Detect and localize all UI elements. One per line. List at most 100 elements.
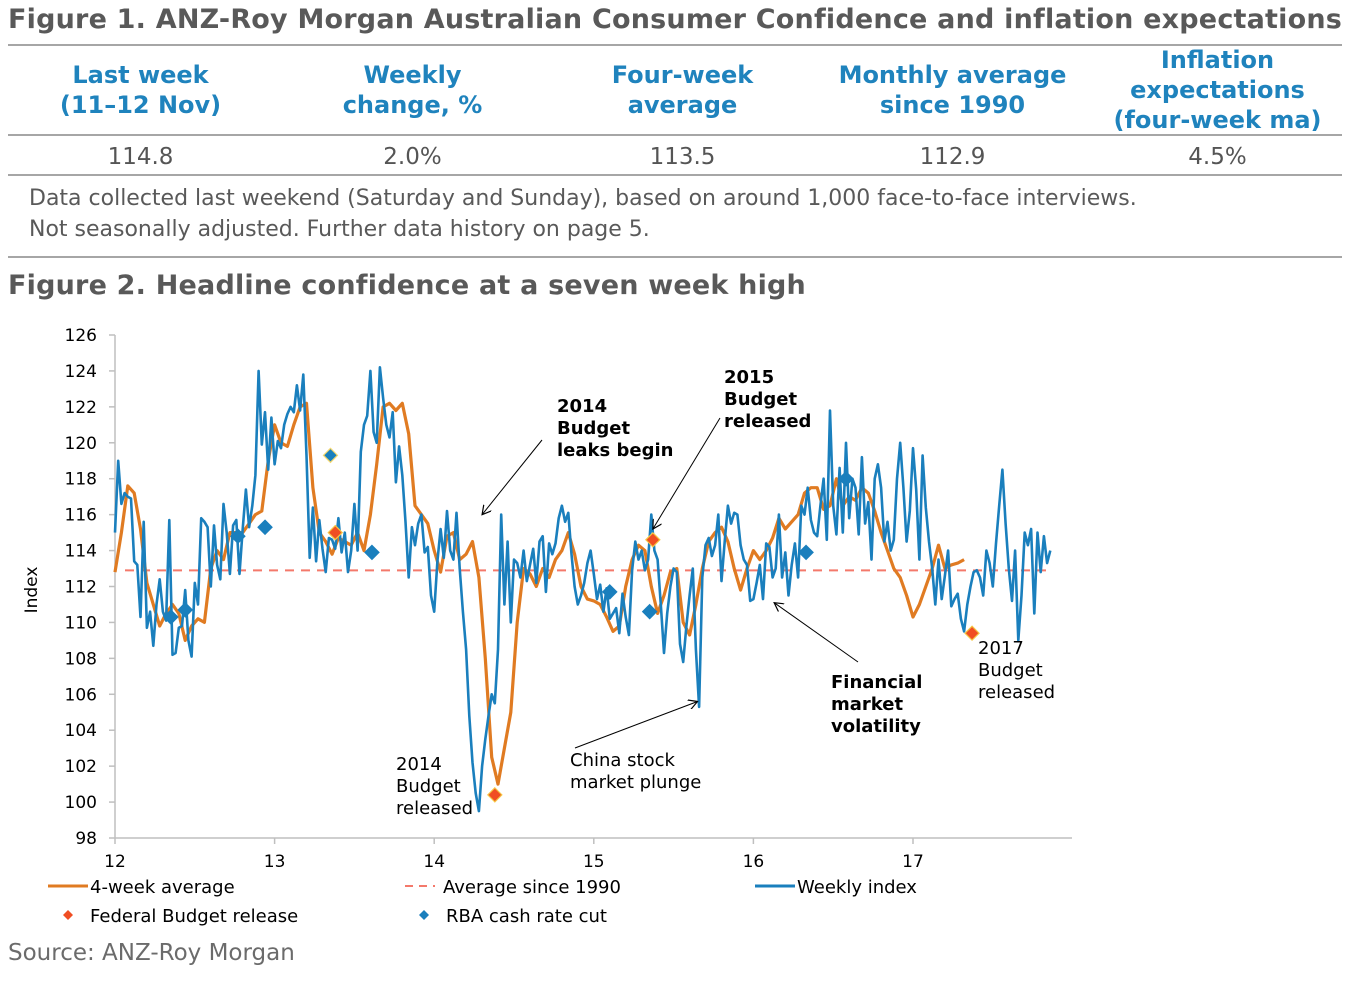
legend-label: Federal Budget release: [90, 906, 298, 927]
chart-series: [113, 365, 1052, 813]
annotation-text: released: [978, 682, 1055, 703]
x-tick-label: 12: [104, 852, 126, 872]
legend-label: Average since 1990: [443, 877, 621, 898]
table-header-1: Last week (11–12 Nov): [8, 46, 273, 134]
annotation-text: Financial: [831, 672, 922, 693]
x-tick-label: 15: [583, 852, 605, 872]
x-tick-label: 13: [264, 852, 286, 872]
table-top-rule: [8, 44, 1342, 46]
table-note-1: Data collected last weekend (Saturday an…: [29, 186, 1137, 211]
table-header-line: change, %: [342, 91, 483, 119]
chart-axes: 98 100 102 104 106 108 110 112 114 116 118 120 122 12…: [22, 326, 1072, 872]
annotation-text: China stock: [570, 750, 675, 771]
federal-budget-marker: [327, 524, 344, 541]
annotation-text: market plunge: [570, 772, 701, 793]
legend-item-4: Federal Budget release: [63, 906, 298, 927]
annotation-text: released: [396, 798, 473, 819]
notes-bottom-rule: [8, 256, 1342, 258]
y-tick-label: 120: [65, 434, 97, 454]
figure2-title: Figure 2. Headline confidence at a seven…: [8, 270, 806, 301]
annotation-text: Budget: [396, 776, 461, 797]
y-tick-label: 104: [65, 721, 97, 741]
y-tick-label: 108: [65, 649, 97, 669]
legend-item-1: 4-week average: [48, 877, 235, 898]
four-week-average-line: [113, 401, 965, 786]
x-tick-label: 16: [743, 852, 765, 872]
table-value-4: 112.9: [919, 144, 986, 170]
table-header-line: (four-week ma): [1113, 106, 1322, 134]
y-tick-label: 116: [65, 506, 97, 526]
chart-markers: [163, 447, 980, 803]
y-tick-label: 106: [65, 685, 97, 705]
y-tick-label: 126: [65, 326, 97, 346]
annotation-text: leaks begin: [557, 440, 673, 461]
annotation-text: Budget: [724, 389, 798, 410]
x-tick-label: 17: [902, 852, 924, 872]
legend-item-2: Average since 1990: [405, 877, 621, 898]
legend-diamond-swatch: [63, 910, 73, 920]
table-header-2: Weekly change, %: [280, 46, 545, 134]
table-header-3: Four-week average: [550, 46, 815, 134]
weekly-index-line: [113, 365, 1052, 813]
annotation-text: market: [831, 694, 903, 715]
rba-cash-rate-cut-marker: [177, 602, 194, 618]
source-note: Source: ANZ-Roy Morgan: [8, 940, 295, 966]
table-header-line: Last week: [72, 61, 209, 89]
rba-cash-rate-cut-marker: [601, 584, 618, 600]
table-header-4: Monthly average since 1990: [820, 46, 1085, 134]
table-header-line: expectations: [1130, 76, 1305, 104]
y-tick-label: 122: [65, 398, 97, 418]
rba-cash-rate-cut-marker: [364, 544, 380, 561]
annotation-text: 2017: [978, 638, 1024, 659]
y-tick-label: 124: [65, 362, 97, 382]
y-tick-label: 102: [65, 757, 97, 777]
y-tick-label: 100: [65, 793, 97, 813]
federal-budget-marker: [964, 625, 980, 642]
table-value-2: 2.0%: [383, 144, 442, 170]
legend-diamond-swatch: [419, 910, 429, 920]
rba-cash-rate-cut-marker: [322, 447, 339, 464]
legend-label: 4-week average: [90, 877, 235, 898]
federal-budget-marker: [645, 531, 661, 548]
annotation-text: Budget: [978, 660, 1043, 681]
annotation-text: 2014: [557, 396, 607, 417]
annotation-arrow: [482, 439, 543, 515]
table-header-rule: [8, 134, 1342, 136]
rba-cash-rate-cut-marker: [257, 519, 273, 536]
legend-item-5: RBA cash rate cut: [419, 906, 607, 927]
table-header-5: Inflation expectations (four-week ma): [1085, 46, 1350, 134]
confidence-chart: 98 100 102 104 106 108 110 112 114 116 118 120 122 12…: [22, 326, 1072, 927]
annotation-text: Budget: [557, 418, 631, 439]
legend-item-3: Weekly index: [755, 877, 917, 898]
y-tick-label: 112: [65, 578, 97, 598]
table-note-2: Not seasonally adjusted. Further data hi…: [29, 217, 650, 242]
rba-cash-rate-cut-marker: [838, 470, 854, 487]
annotation-text: released: [724, 411, 811, 432]
y-tick-label: 118: [65, 470, 97, 490]
annotation-arrow: [653, 417, 721, 529]
y-tick-label: 110: [65, 613, 97, 633]
rba-cash-rate-cut-marker: [163, 609, 179, 625]
annotation-arrow: [574, 701, 698, 749]
annotation-text: 2015: [724, 367, 774, 388]
table-header-line: average: [627, 91, 738, 119]
table-header-line: Four-week: [611, 61, 754, 89]
chart-legend: 4-week average Average since 1990 Weekly i…: [48, 877, 917, 927]
legend-label: Weekly index: [797, 877, 917, 898]
legend-label: RBA cash rate cut: [446, 906, 607, 927]
table-value-1: 114.8: [107, 144, 174, 170]
table-value-3: 113.5: [649, 144, 716, 170]
table-header-line: Inflation: [1160, 46, 1275, 74]
table-value-5: 4.5%: [1188, 144, 1247, 170]
x-tick-label: 14: [423, 852, 445, 872]
table-header-line: Weekly: [363, 61, 462, 89]
rba-cash-rate-cut-marker: [641, 603, 658, 620]
annotation-text: 2014: [396, 754, 442, 775]
